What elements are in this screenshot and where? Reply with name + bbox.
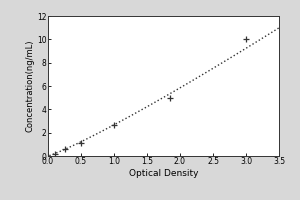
X-axis label: Optical Density: Optical Density — [129, 169, 198, 178]
Y-axis label: Concentration(ng/mL): Concentration(ng/mL) — [25, 40, 34, 132]
